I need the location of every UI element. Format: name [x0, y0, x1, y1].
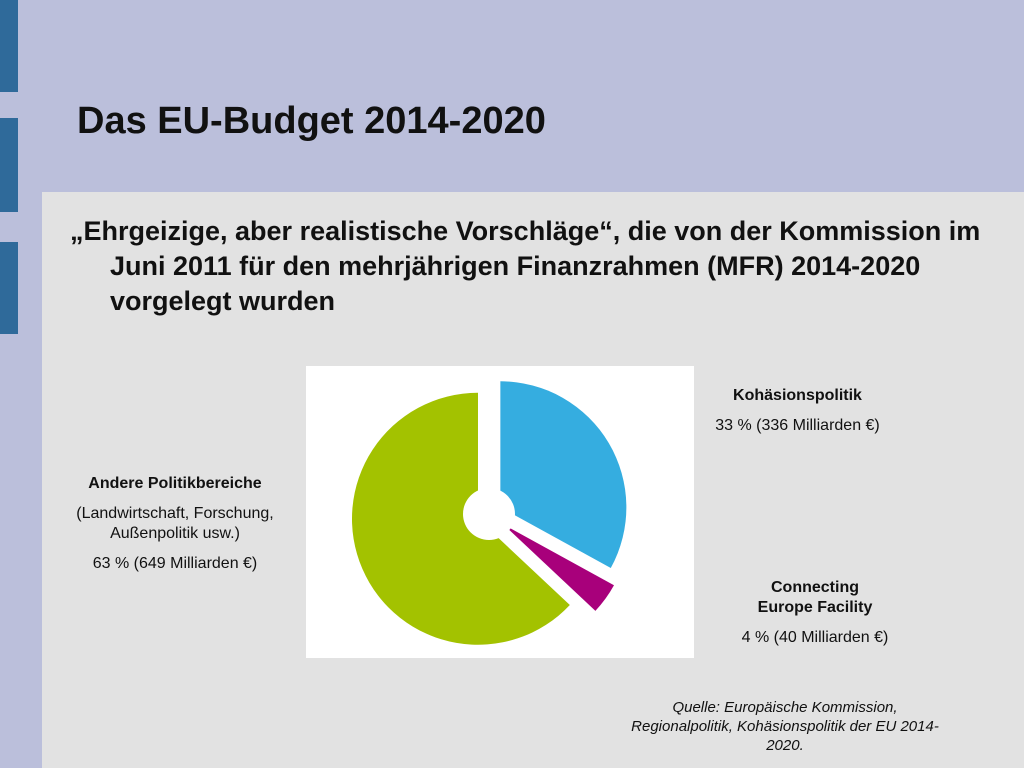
label-andere-value: 63 % (649 Milliarden €): [92, 555, 258, 572]
accent-bar-3: [0, 242, 18, 334]
pie-chart: [351, 381, 627, 645]
label-andere: Andere Politikbereiche (Landwirtschaft, …: [56, 474, 294, 574]
chart-area: [306, 366, 694, 658]
label-cef-head-1: Connecting: [771, 579, 859, 596]
label-andere-head: Andere Politikbereiche: [88, 475, 262, 492]
left-strip: [18, 0, 42, 768]
label-kohaesion-value: 33 % (336 Milliarden €): [715, 417, 880, 434]
slide-title: Das EU-Budget 2014-2020: [77, 100, 546, 142]
lead-text: „Ehrgeizige, aber realistische Vorschläg…: [70, 216, 981, 316]
pie-slice-connecting-europe-facility: [503, 524, 614, 611]
pie-slice-andere-politikbereiche: [351, 392, 570, 645]
label-andere-sub-1: (Landwirtschaft, Forschung,: [76, 505, 274, 522]
label-cef-head-2: Europe Facility: [757, 599, 873, 616]
accent-bar-1: [0, 0, 18, 92]
label-cef-value: 4 % (40 Milliarden €): [741, 629, 889, 646]
label-kohaesion: Kohäsionspolitik 33 % (336 Milliarden €): [690, 386, 905, 436]
pie-center-hole: [463, 488, 515, 540]
accent-bar-2: [0, 118, 18, 212]
label-kohaesion-head: Kohäsionspolitik: [733, 387, 862, 404]
source-note: Quelle: Europäische Kommission, Regional…: [631, 699, 939, 754]
label-cef: Connecting Europe Facility 4 % (40 Milli…: [715, 578, 915, 648]
pie-slice-kohäsionspolitik: [500, 381, 627, 568]
label-andere-sub-2: Außenpolitik usw.): [110, 525, 240, 542]
